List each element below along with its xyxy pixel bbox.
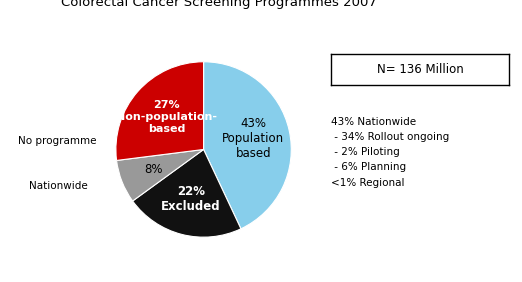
Text: Nationwide: Nationwide xyxy=(29,181,88,191)
Text: N= 136 Million: N= 136 Million xyxy=(377,63,464,76)
Wedge shape xyxy=(133,149,241,237)
Wedge shape xyxy=(116,62,204,160)
Text: 8%: 8% xyxy=(144,163,162,176)
Text: No programme: No programme xyxy=(18,136,97,146)
Text: 43% Nationwide
 - 34% Rollout ongoing
 - 2% Piloting
 - 6% Planning
<1% Regional: 43% Nationwide - 34% Rollout ongoing - 2… xyxy=(331,117,450,188)
Text: 22%
Excluded: 22% Excluded xyxy=(161,185,221,213)
Text: 43%
Population
based: 43% Population based xyxy=(222,117,284,160)
Wedge shape xyxy=(116,149,204,201)
Text: 27%
Non-population-
based: 27% Non-population- based xyxy=(116,100,217,134)
Title: 50-74-year-old Women and Men in the EU by Type and Status of
Colorectal Cancer S: 50-74-year-old Women and Men in the EU b… xyxy=(6,0,433,9)
Wedge shape xyxy=(204,62,291,229)
